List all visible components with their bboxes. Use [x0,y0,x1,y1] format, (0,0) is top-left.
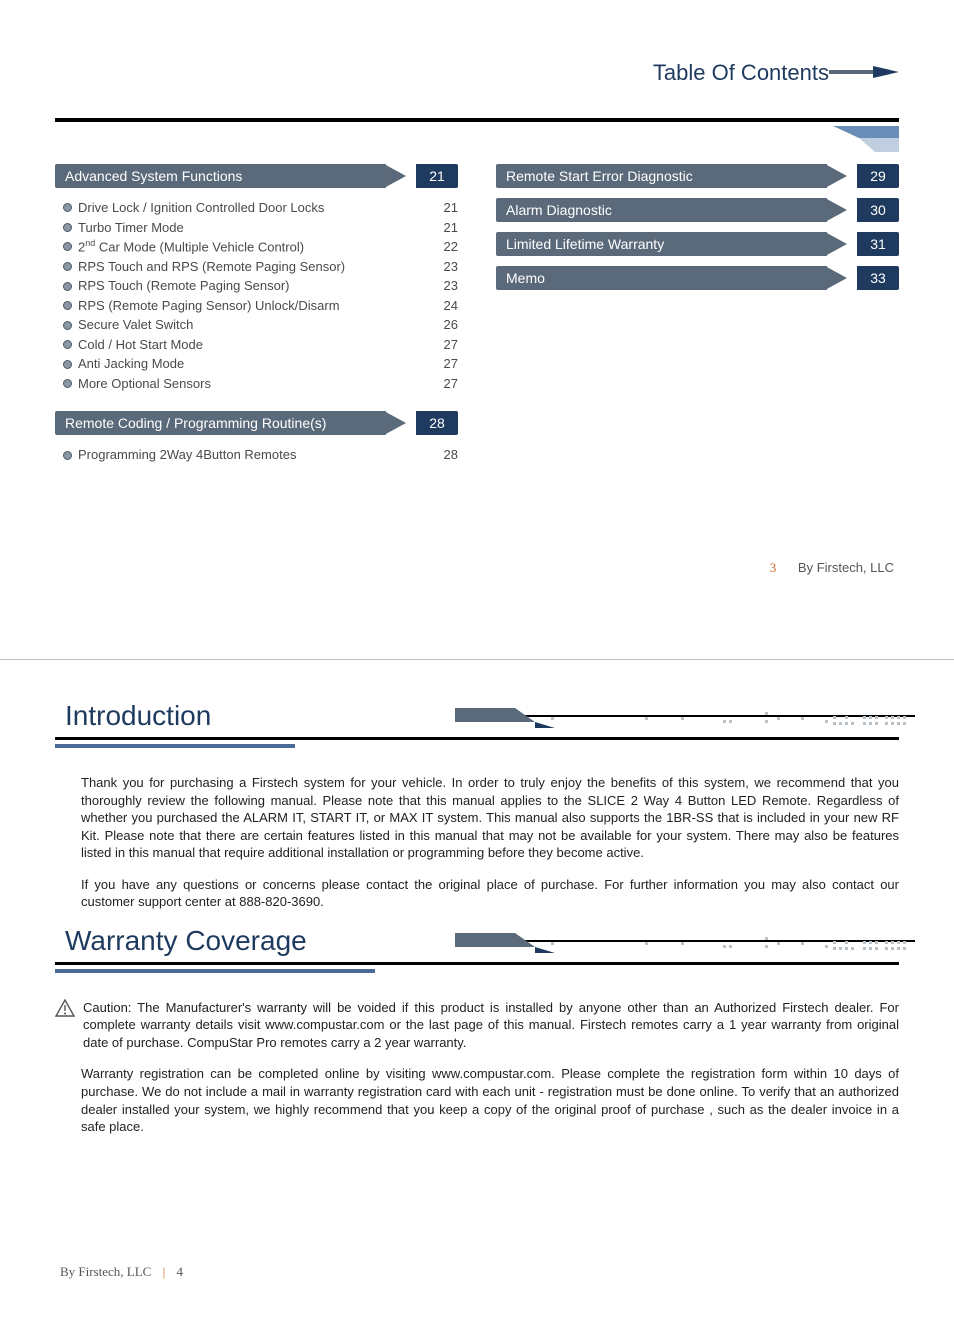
toc-section-page: 30 [857,198,899,222]
toc-section-page: 29 [857,164,899,188]
toc-item: More Optional Sensors27 [55,374,458,394]
toc-item-page: 27 [422,354,458,374]
toc-section-page: 33 [857,266,899,290]
bullet-icon [63,282,72,291]
intro-heading: Introduction [55,700,899,750]
toc-item-label: 2nd Car Mode (Multiple Vehicle Control) [78,237,422,257]
footer-separator: | [163,1264,166,1279]
toc-section-page: 28 [416,411,458,435]
toc-item-label: Anti Jacking Mode [78,354,422,374]
toc-item-page: 21 [422,218,458,238]
toc-section-page: 31 [857,232,899,256]
toc-section-header: Remote Start Error Diagnostic 29 [496,164,899,188]
toc-section-header: Limited Lifetime Warranty 31 [496,232,899,256]
toc-item-page: 23 [422,257,458,277]
bullet-icon [63,379,72,388]
toc-item-label: Programming 2Way 4Button Remotes [78,445,422,465]
toc-item-page: 26 [422,315,458,335]
bullet-icon [63,360,72,369]
page-number: 3 [770,560,777,575]
footer-byline: By Firstech, LLC [60,1264,151,1279]
toc-item: RPS Touch (Remote Paging Sensor)23 [55,276,458,296]
toc-item-label: Turbo Timer Mode [78,218,422,238]
toc-left-column: Advanced System Functions21Drive Lock / … [55,164,458,483]
page-header: Table Of Contents [55,60,899,108]
warranty-paragraph-2: Warranty registration can be completed o… [55,1065,899,1135]
toc-item-page: 24 [422,296,458,316]
toc-item: 2nd Car Mode (Multiple Vehicle Control)2… [55,237,458,257]
toc-item: Drive Lock / Ignition Controlled Door Lo… [55,198,458,218]
page-number: 4 [176,1264,183,1279]
toc-item-label: Cold / Hot Start Mode [78,335,422,355]
toc-section-label: Memo [496,266,827,290]
toc-item-label: RPS (Remote Paging Sensor) Unlock/Disarm [78,296,422,316]
bullet-icon [63,340,72,349]
toc-item-label: RPS Touch and RPS (Remote Paging Sensor) [78,257,422,277]
toc-section-page: 21 [416,164,458,188]
warranty-caution: Caution: The Manufacturer's warranty wil… [55,999,899,1052]
toc-item-label: More Optional Sensors [78,374,422,394]
bullet-icon [63,301,72,310]
toc-item-page: 21 [422,198,458,218]
warranty-caution-text: Caution: The Manufacturer's warranty wil… [83,999,899,1052]
toc-section-items: Programming 2Way 4Button Remotes28 [55,445,458,465]
bullet-icon [63,451,72,460]
toc-section-header: Memo 33 [496,266,899,290]
caution-icon [55,999,75,1022]
toc-section-label: Alarm Diagnostic [496,198,827,222]
toc-right-column: Remote Start Error Diagnostic 29 Alarm Dia… [496,164,899,483]
bullet-icon [63,223,72,232]
toc-item-page: 28 [422,445,458,465]
toc-columns: Advanced System Functions21Drive Lock / … [55,164,899,483]
toc-item: Cold / Hot Start Mode27 [55,335,458,355]
bullet-icon [63,321,72,330]
toc-item-label: RPS Touch (Remote Paging Sensor) [78,276,422,296]
toc-item: Secure Valet Switch26 [55,315,458,335]
header-blue-band [55,126,899,144]
intro-paragraph-1: Thank you for purchasing a Firstech syst… [55,774,899,862]
toc-section-items: Drive Lock / Ignition Controlled Door Lo… [55,198,458,393]
footer-byline: By Firstech, LLC [798,560,894,575]
warranty-heading: Warranty Coverage [55,925,899,975]
toc-section-label: Limited Lifetime Warranty [496,232,827,256]
page-intro: Introduction [0,660,954,1320]
heading-ornament [455,708,915,734]
toc-section-label: Remote Coding / Programming Routine(s) [55,411,386,435]
bullet-icon [63,242,72,251]
toc-item-label: Secure Valet Switch [78,315,422,335]
toc-item: Turbo Timer Mode21 [55,218,458,238]
toc-section-header: Remote Coding / Programming Routine(s) 28 [55,411,458,435]
heading-ornament [455,933,915,959]
page4-footer: By Firstech, LLC | 4 [60,1264,183,1280]
toc-section-header: Alarm Diagnostic 30 [496,198,899,222]
page3-footer: 3 By Firstech, LLC [770,560,894,576]
header-rule [55,118,899,122]
toc-section-label: Remote Start Error Diagnostic [496,164,827,188]
bullet-icon [63,203,72,212]
toc-item-page: 23 [422,276,458,296]
intro-paragraph-2: If you have any questions or concerns pl… [55,876,899,911]
warranty-title: Warranty Coverage [65,925,307,957]
bullet-icon [63,262,72,271]
toc-item: RPS (Remote Paging Sensor) Unlock/Disarm… [55,296,458,316]
toc-item: RPS Touch and RPS (Remote Paging Sensor)… [55,257,458,277]
page-toc: Table Of Contents Advanced System Functi… [0,0,954,660]
toc-item: Programming 2Way 4Button Remotes28 [55,445,458,465]
toc-item-page: 27 [422,335,458,355]
toc-section-header: Advanced System Functions 21 [55,164,458,188]
header-title: Table Of Contents [55,60,829,86]
toc-item-page: 22 [422,237,458,257]
header-arrow-ornament [829,62,899,87]
intro-title: Introduction [65,700,211,732]
toc-item-page: 27 [422,374,458,394]
toc-item-label: Drive Lock / Ignition Controlled Door Lo… [78,198,422,218]
toc-item: Anti Jacking Mode27 [55,354,458,374]
toc-section-label: Advanced System Functions [55,164,386,188]
